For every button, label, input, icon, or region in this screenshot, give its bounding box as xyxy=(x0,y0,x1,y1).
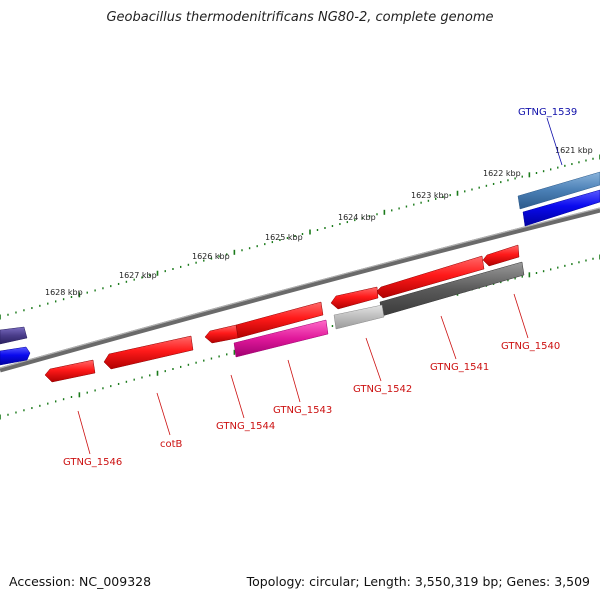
tick-label-1623: 1623 kbp xyxy=(411,191,449,200)
tick-label-1626: 1626 kbp xyxy=(192,252,230,261)
accession-text: Accession: NC_009328 xyxy=(9,574,152,589)
leader-gtng-1542 xyxy=(365,337,382,382)
forward-features xyxy=(0,171,600,366)
leader-gtng-1539 xyxy=(546,117,563,166)
gene-label-gtng-1539[interactable]: GTNG_1539 xyxy=(518,107,577,118)
gene-labels: GTNG_1539 GTNG_1540 GTNG_1541 GTNG_1542 … xyxy=(63,107,577,468)
gene-feature-gtng-1539-steel[interactable] xyxy=(517,171,600,210)
gene-feature-left-blue[interactable] xyxy=(0,346,31,366)
leader-gtng-1546 xyxy=(77,410,91,455)
gene-feature-gtng-1539[interactable] xyxy=(522,189,600,227)
gene-label-gtng-1543[interactable]: GTNG_1543 xyxy=(273,405,332,416)
tick-label-1625: 1625 kbp xyxy=(265,233,303,242)
gene-label-gtng-1542[interactable]: GTNG_1542 xyxy=(353,384,412,395)
leader-gtng-1543 xyxy=(287,359,301,403)
gene-feature-gtng-1543[interactable] xyxy=(233,319,329,358)
gene-feature-gtng-1542[interactable] xyxy=(330,286,379,310)
gene-label-gtng-1544[interactable]: GTNG_1544 xyxy=(216,421,275,432)
gene-feature-gtng-1546[interactable] xyxy=(44,359,96,383)
genome-info-text: Topology: circular; Length: 3,550,319 bp… xyxy=(246,574,590,589)
tick-label-1622: 1622 kbp xyxy=(483,169,521,178)
gene-feature-gtng-1544[interactable] xyxy=(204,324,239,344)
gene-feature-left-purple[interactable] xyxy=(0,326,28,345)
outer-tick-track xyxy=(0,154,600,320)
leader-gtng-1544 xyxy=(230,374,245,419)
gene-feature-light-gray[interactable] xyxy=(333,304,385,330)
leader-gtng-1540 xyxy=(513,293,529,339)
gene-label-gtng-1541[interactable]: GTNG_1541 xyxy=(430,362,489,373)
tick-label-1627: 1627 kbp xyxy=(119,271,157,280)
gene-label-gtng-1546[interactable]: GTNG_1546 xyxy=(63,457,122,468)
gene-feature-gtng-1540[interactable] xyxy=(482,244,520,267)
tick-labels: 1621 kbp 1622 kbp 1623 kbp 1624 kbp 1625… xyxy=(45,146,593,297)
label-leaders xyxy=(77,117,563,455)
tick-label-1621: 1621 kbp xyxy=(555,146,593,155)
leader-gtng-1541 xyxy=(440,315,457,360)
map-title: Geobacillus thermodenitrificans NG80-2, … xyxy=(106,10,494,25)
genome-backbone xyxy=(0,207,600,373)
gene-feature-cotb[interactable] xyxy=(103,335,194,370)
gene-label-cotb[interactable]: cotB xyxy=(160,439,183,450)
tick-label-1624: 1624 kbp xyxy=(338,213,376,222)
reverse-features xyxy=(44,244,525,383)
gene-label-gtng-1540[interactable]: GTNG_1540 xyxy=(501,341,560,352)
tick-label-1628: 1628 kbp xyxy=(45,288,83,297)
leader-cotb xyxy=(156,392,171,436)
